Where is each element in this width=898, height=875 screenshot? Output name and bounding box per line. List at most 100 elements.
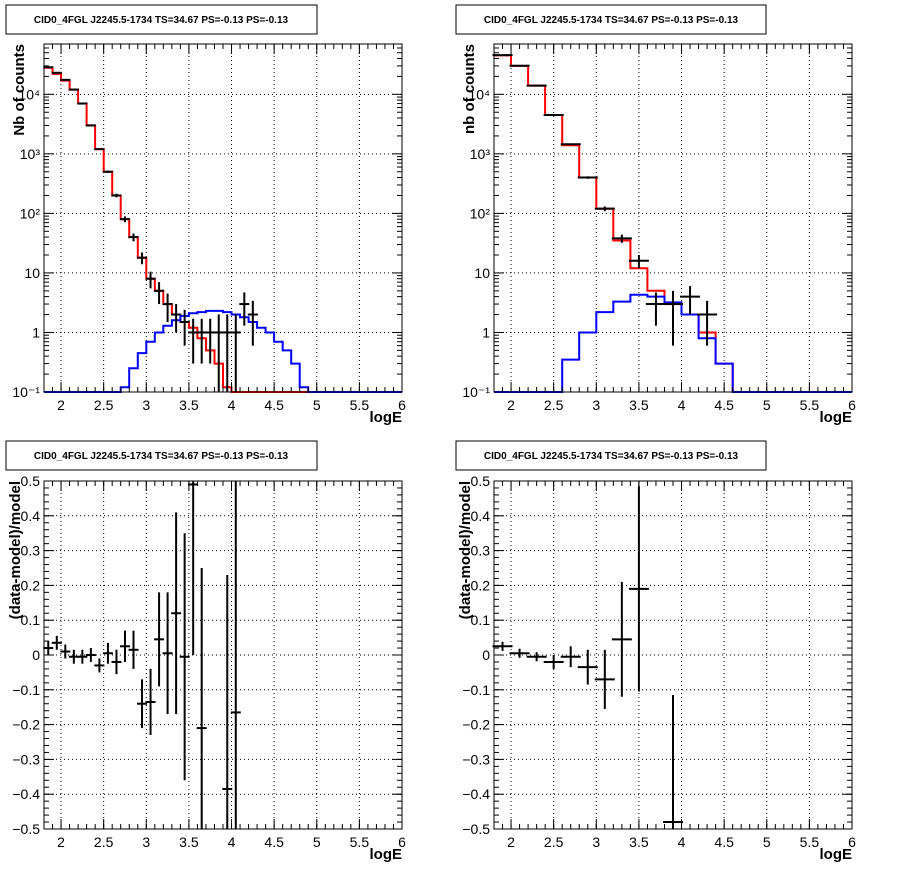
data-point — [162, 293, 173, 322]
x-tick-label: 5 — [313, 397, 321, 413]
x-tick-label: 2 — [507, 834, 515, 850]
data-point — [611, 581, 632, 697]
y-tick-label: 0.5 — [21, 473, 41, 489]
data-point — [68, 649, 79, 664]
panel-bottom-right: CID0_4FGL J2245.5-1734 TS=34.67 PS=-0.13… — [455, 440, 856, 863]
data-point — [128, 233, 139, 242]
x-tick-label: 3 — [142, 397, 150, 413]
y-tick-label: −0.1 — [462, 682, 490, 698]
data-point — [188, 481, 199, 655]
data-point — [213, 314, 224, 392]
data-point — [645, 292, 666, 326]
model-total-step — [44, 66, 402, 393]
data-point — [111, 193, 122, 198]
plot-frame — [43, 43, 403, 393]
data-point — [526, 652, 547, 662]
x-tick-label: 2 — [57, 834, 65, 850]
x-tick-label: 5.5 — [350, 834, 370, 850]
y-tick-label: −0.4 — [462, 786, 490, 802]
y-axis-label: (data-model)/model — [7, 481, 24, 619]
x-tick-label: 2.5 — [544, 397, 564, 413]
data-point — [222, 574, 233, 829]
data-point — [162, 592, 173, 715]
chart-title: CID0_4FGL J2245.5-1734 TS=34.67 PS=-0.13… — [484, 15, 739, 26]
y-tick-label: 10⁴ — [468, 86, 490, 102]
x-tick-label: 4.5 — [264, 397, 284, 413]
data-point — [171, 512, 182, 715]
grid — [44, 44, 402, 392]
x-tick-label: 2 — [507, 397, 515, 413]
data-point — [222, 314, 233, 392]
data-point — [119, 630, 130, 662]
data-point — [51, 635, 62, 650]
x-axis-label: logE — [370, 846, 403, 863]
data-point — [145, 271, 156, 289]
y-tick-label: −0.3 — [462, 751, 490, 767]
x-tick-label: 6 — [848, 397, 856, 413]
data-point — [145, 668, 156, 736]
x-tick-label: 6 — [398, 397, 406, 413]
x-tick-label: 2 — [57, 397, 65, 413]
data-point — [594, 206, 615, 212]
panel-bottom-left: CID0_4FGL J2245.5-1734 TS=34.67 PS=-0.13… — [5, 440, 406, 863]
title-box — [455, 440, 767, 471]
data-point — [663, 695, 683, 829]
x-tick-label: 5 — [313, 834, 321, 850]
y-tick-label: −0.5 — [12, 821, 40, 837]
series-layer — [43, 66, 402, 393]
x-tick-label: 5.5 — [800, 834, 820, 850]
y-tick-label: 10² — [20, 205, 41, 221]
x-tick-label: 6 — [398, 834, 406, 850]
x-tick-label: 5 — [763, 397, 771, 413]
y-tick-label: −0.3 — [12, 751, 40, 767]
x-tick-label: 4 — [678, 397, 686, 413]
y-tick-label: 0.1 — [21, 612, 41, 628]
y-tick-label: 0 — [32, 647, 40, 663]
data-point — [697, 300, 718, 346]
x-tick-label: 3 — [592, 397, 600, 413]
data-point — [492, 641, 513, 651]
x-tick-label: 4.5 — [264, 834, 284, 850]
x-tick-label: 5.5 — [350, 397, 370, 413]
y-tick-label: 0.1 — [471, 612, 491, 628]
tick-layer: 2 2.5 3 3.5 4 4.5 5 5.5 6 10⁻¹ 1 10 10² 10³ 10⁴ — [12, 44, 406, 413]
y-tick-label: 10⁻¹ — [12, 384, 40, 400]
data-point — [577, 649, 598, 685]
data-point — [94, 658, 105, 673]
x-tick-label: 6 — [848, 834, 856, 850]
data-point — [196, 568, 207, 829]
panel-top-left: CID0_4FGL J2245.5-1734 TS=34.67 PS=-0.13… — [5, 4, 406, 426]
y-axis-label: nb of counts — [461, 44, 478, 134]
data-point — [137, 252, 148, 265]
title-box — [5, 4, 318, 35]
x-tick-label: 2.5 — [94, 397, 114, 413]
data-point — [128, 630, 139, 669]
data-point — [60, 78, 71, 81]
grid — [44, 481, 402, 829]
x-tick-label: 3 — [592, 834, 600, 850]
data-point — [85, 124, 96, 127]
y-tick-label: 1 — [32, 324, 40, 340]
series-layer — [492, 54, 852, 393]
x-axis-label: logE — [820, 409, 853, 426]
data-point — [94, 148, 105, 151]
data-point — [247, 300, 258, 346]
data-point — [663, 290, 683, 346]
x-tick-label: 4.5 — [714, 397, 734, 413]
y-tick-label: 0.3 — [471, 543, 491, 559]
data-point — [154, 282, 165, 305]
y-tick-label: 10⁻¹ — [462, 384, 490, 400]
data-point — [188, 318, 199, 364]
data-point — [102, 642, 113, 664]
x-tick-label: 2.5 — [94, 834, 114, 850]
x-tick-label: 4 — [678, 834, 686, 850]
data-point — [171, 304, 182, 333]
title-box — [5, 440, 318, 471]
data-point — [137, 679, 148, 729]
panel-top-right: CID0_4FGL J2245.5-1734 TS=34.67 PS=-0.13… — [455, 4, 856, 426]
series-layer — [43, 481, 241, 829]
x-tick-label: 3.5 — [179, 397, 199, 413]
x-tick-label: 5 — [763, 834, 771, 850]
data-point — [611, 234, 632, 243]
